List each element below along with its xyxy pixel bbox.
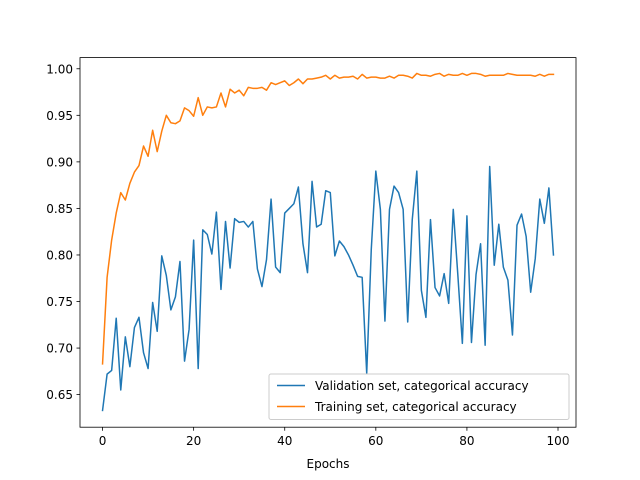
x-tick-label: 60 [368, 434, 383, 448]
y-tick-label: 0.95 [46, 109, 73, 123]
legend: Validation set, categorical accuracy Tra… [268, 373, 570, 420]
series-line-training [101, 72, 555, 365]
legend-label-training: Training set, categorical accuracy [314, 400, 517, 414]
legend-frame [268, 373, 570, 420]
x-tick-label: 20 [186, 434, 201, 448]
x-tick-label: 80 [459, 434, 474, 448]
axes-frame [79, 57, 577, 428]
y-tick-label: 0.75 [46, 295, 73, 309]
x-tick-label: 100 [547, 434, 570, 448]
y-tick-label: 0.90 [46, 155, 73, 169]
x-tick-label: 40 [277, 434, 292, 448]
y-axis-ticks: 0.65 0.70 0.75 0.80 0.85 0.90 0.95 1.00 [46, 62, 80, 402]
y-tick-label: 0.70 [46, 342, 73, 356]
y-tick-label: 0.65 [46, 388, 73, 402]
x-axis-label: Epochs [307, 457, 350, 471]
series-line-validation [101, 165, 555, 412]
x-axis-ticks: 0 20 40 60 80 100 [99, 427, 570, 448]
series-layer [101, 72, 555, 412]
legend-label-validation: Validation set, categorical accuracy [315, 379, 529, 393]
x-tick-label: 0 [99, 434, 107, 448]
y-tick-label: 0.85 [46, 202, 73, 216]
y-tick-label: 0.80 [46, 248, 73, 262]
y-tick-label: 1.00 [46, 62, 73, 76]
